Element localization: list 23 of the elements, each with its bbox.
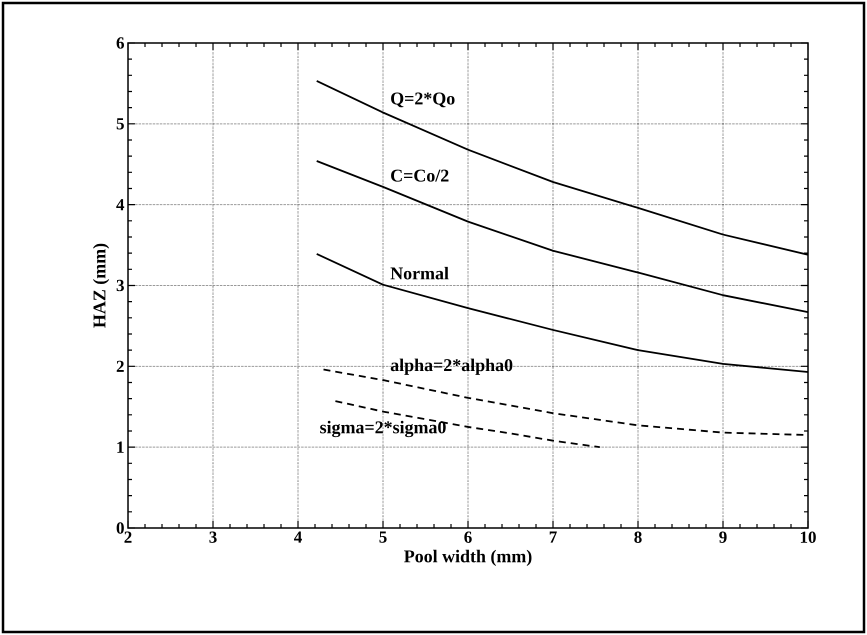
y-tick-label: 0 <box>116 522 124 534</box>
x-tick-label: 5 <box>379 532 387 543</box>
y-tick-label: 5 <box>116 118 124 130</box>
series-label: sigma=2*sigma0 <box>320 420 446 438</box>
series-label: Normal <box>390 266 449 280</box>
x-tick-label: 4 <box>294 532 302 543</box>
y-tick-label: 1 <box>117 442 124 453</box>
series-label: C=Co/2 <box>391 170 448 182</box>
y-tick-label: 6 <box>116 37 124 49</box>
x-tick-label: 3 <box>209 532 217 543</box>
x-tick-label: 7 <box>550 532 557 543</box>
x-tick-label: 10 <box>800 532 816 543</box>
series-label: alpha=2*alpha0 <box>390 358 512 375</box>
y-tick-label: 4 <box>116 199 124 210</box>
x-tick-label: 9 <box>719 532 727 543</box>
y-tick-label: 2 <box>116 360 124 372</box>
x-axis-title: Pool width (mm) <box>404 550 532 566</box>
y-axis-title: HAZ (mm) <box>92 244 110 328</box>
x-tick-label: 8 <box>634 532 642 543</box>
series-label: Q=2*Qo <box>391 92 455 108</box>
x-tick-label: 2 <box>124 532 132 543</box>
y-tick-label: 3 <box>116 280 124 292</box>
x-tick-label: 6 <box>464 532 472 543</box>
